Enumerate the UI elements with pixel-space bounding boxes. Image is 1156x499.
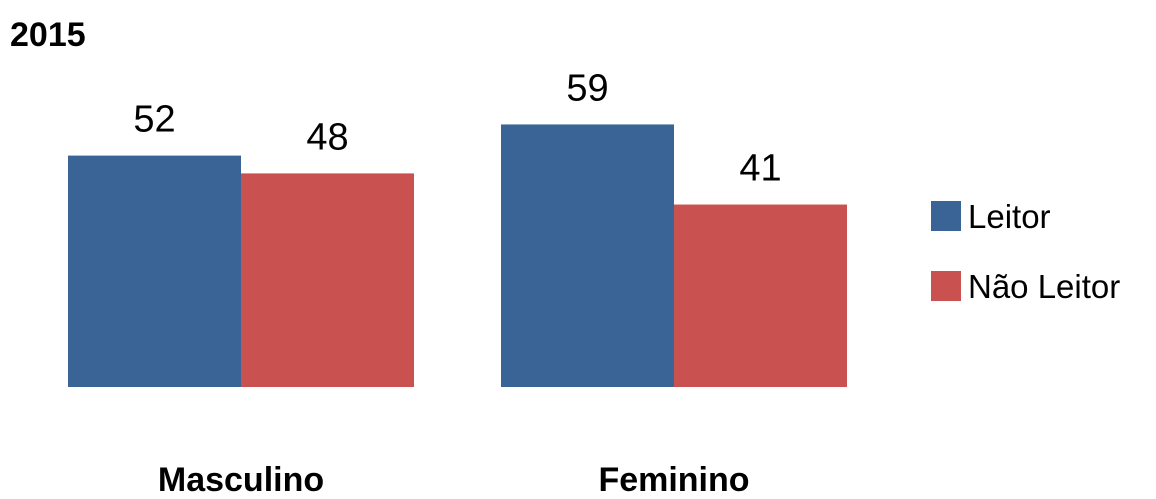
bar-n-o-leitor-feminino bbox=[674, 204, 847, 387]
legend-label-n-o-leitor: Não Leitor bbox=[968, 268, 1120, 305]
category-label-feminino: Feminino bbox=[598, 461, 749, 499]
bar-leitor-masculino bbox=[68, 155, 241, 387]
data-label-leitor-masculino: 52 bbox=[133, 99, 175, 141]
category-label-masculino: Masculino bbox=[158, 461, 324, 499]
data-labels-group: 52 48 59 41 bbox=[133, 67, 781, 189]
bar-n-o-leitor-masculino bbox=[241, 173, 414, 387]
legend-label-leitor: Leitor bbox=[968, 198, 1051, 235]
legend: Leitor Não Leitor bbox=[931, 198, 1120, 305]
bar-leitor-feminino bbox=[501, 124, 674, 387]
legend-swatch-n-o-leitor bbox=[931, 271, 961, 301]
data-label-n-o-leitor-masculino: 48 bbox=[306, 116, 348, 158]
legend-swatch-leitor bbox=[931, 201, 961, 231]
bars-group bbox=[68, 124, 847, 387]
chart-title: 2015 bbox=[10, 16, 86, 54]
category-labels-group: Masculino Feminino bbox=[158, 461, 750, 499]
data-label-leitor-feminino: 59 bbox=[566, 67, 608, 109]
data-label-n-o-leitor-feminino: 41 bbox=[739, 148, 781, 190]
